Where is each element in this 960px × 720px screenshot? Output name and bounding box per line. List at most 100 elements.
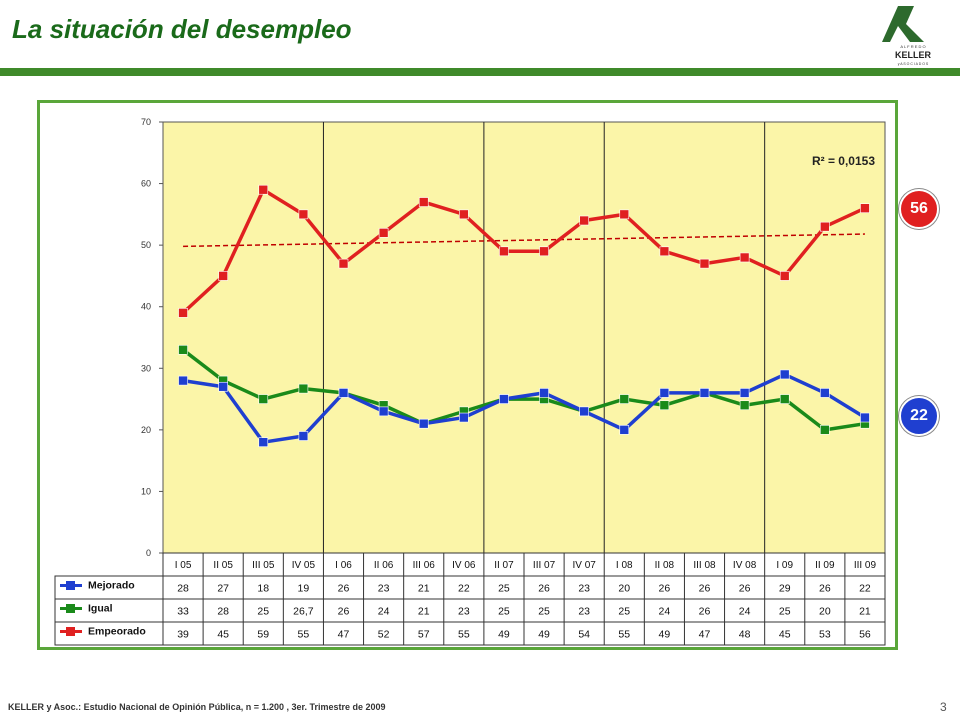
x-tick-label: III 05 [252,560,275,571]
data-point-mejorado [178,375,188,386]
logo-top-text: A L F R E D O [900,44,925,49]
x-tick-label: II 05 [213,560,233,571]
logo-mark [882,6,924,42]
table-cell-value: 25 [257,606,269,618]
series-line-mejorado [182,372,866,444]
table-cell-value: 21 [859,606,871,618]
data-point-igual [178,345,188,355]
data-point-empeorado [860,203,870,213]
data-point-empeorado [499,246,509,257]
table-cell-value: 22 [458,583,470,595]
y-tick-label: 0 [146,548,151,558]
legend-key-marker [66,604,75,613]
data-point-igual [298,383,309,394]
table-body [54,575,886,646]
data-point-mejorado [378,406,389,417]
table-cell-value: 18 [257,583,269,595]
table-cell-value: 55 [298,629,310,641]
data-point-mejorado [820,388,830,398]
data-point-empeorado [178,308,188,318]
table-cell-value: 22 [859,583,871,595]
table-cell-value: 24 [659,606,671,618]
data-point-empeorado [699,258,710,269]
data-point-mejorado [779,369,790,380]
legend-key-marker [66,581,75,590]
x-tick-label: IV 07 [572,560,596,571]
table-cell-value: 28 [177,583,189,595]
table-cell-value: 45 [779,629,791,641]
table-cell-value: 26,7 [293,606,314,618]
table-cell-value: 19 [298,583,310,595]
table-cell-value: 23 [458,606,470,618]
x-tick-label: IV 08 [733,560,757,571]
table-cell-value: 24 [739,606,751,618]
data-point-mejorado [579,406,589,417]
table-cell-value: 25 [538,606,550,618]
data-point-mejorado [739,388,750,398]
legend-label-igual: Igual [88,603,113,615]
table-cell-value: 25 [498,583,510,595]
data-point-empeorado [820,221,830,232]
data-point-mejorado [659,388,670,398]
data-point-igual [258,394,269,404]
x-tick-label: IV 05 [292,560,316,571]
logo-name-text: KELLER [895,50,932,60]
x-tick-label: I 08 [616,560,633,571]
table-cell-value: 25 [618,606,630,618]
table-cell-value: 26 [819,583,831,595]
table-cell-value: 23 [578,606,590,618]
table-cell-value: 55 [618,629,630,641]
table-cell-value: 47 [699,629,711,641]
trendline [183,233,865,248]
empeorado-latest-badge: 56 [899,189,939,229]
table-cell-value: 20 [618,583,630,595]
data-point-empeorado [378,228,389,238]
mejorado-latest-badge: 22 [899,396,939,436]
table-cell-value: 59 [257,629,269,641]
r-squared-label: R² = 0,0153 [812,154,875,168]
data-point-empeorado [338,258,349,269]
legend-label-empeorado: Empeorado [88,626,146,638]
data-point-empeorado [579,215,589,226]
data-point-igual [659,400,670,411]
table-cell-value: 27 [217,583,229,595]
x-tick-label: I 05 [175,560,192,571]
table-cell-value: 26 [338,583,350,595]
table-cell-value: 26 [699,606,711,618]
data-point-mejorado [338,388,349,398]
table-cell-value: 26 [739,583,751,595]
data-point-mejorado [258,437,269,447]
table-cell-value: 29 [779,583,791,595]
table-cell-value: 23 [578,583,590,595]
y-tick-label: 50 [141,240,151,250]
table-cell-value: 26 [338,606,350,618]
x-tick-label: III 06 [413,560,436,571]
table-cell-value: 26 [659,583,671,595]
table-cell-value: 53 [819,629,831,641]
table-cell-value: 21 [418,583,430,595]
data-point-empeorado [539,246,549,257]
table-cell-value: 55 [458,629,470,641]
data-point-empeorado [258,184,269,195]
table-cell-value: 45 [217,629,229,641]
x-tick-label: III 09 [854,560,877,571]
x-tick-label: II 06 [374,560,394,571]
logo-bottom-text: y A S O C I A D O S [898,62,929,66]
keller-logo: A L F R E D O KELLER y A S O C I A D O S [882,6,932,66]
x-tick-label: I 09 [776,560,793,571]
data-point-mejorado [619,425,630,435]
data-point-mejorado [499,394,509,404]
y-tick-label: 60 [141,179,151,189]
x-tick-label: II 09 [815,560,835,571]
table-cell-value: 54 [578,629,590,641]
data-point-empeorado [779,271,790,281]
table-cell-value: 21 [418,606,430,618]
table-cell-value: 28 [217,606,229,618]
data-point-mejorado [699,388,710,398]
data-point-mejorado [860,412,870,423]
table-cell-value: 47 [338,629,350,641]
data-point-empeorado [218,271,228,281]
data-point-empeorado [459,209,469,220]
table-cell-value: 33 [177,606,189,618]
